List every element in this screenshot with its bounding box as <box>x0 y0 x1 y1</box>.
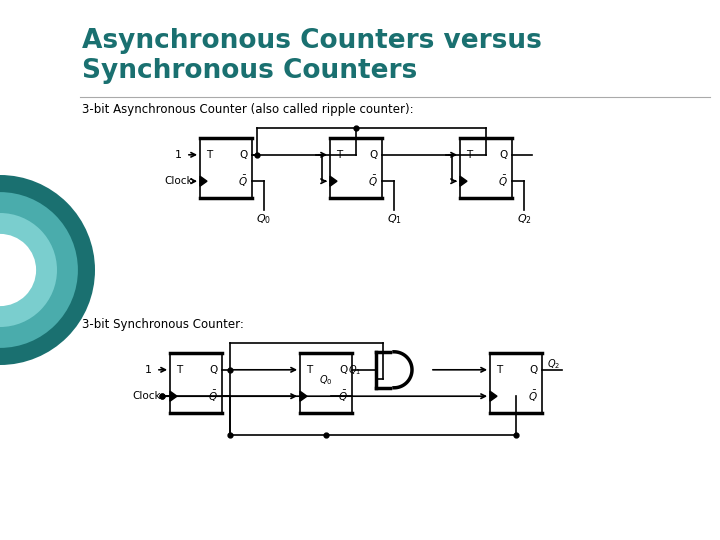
Polygon shape <box>460 176 467 186</box>
Text: $\bar{Q}$: $\bar{Q}$ <box>338 389 348 404</box>
Text: $Q_0$: $Q_0$ <box>319 373 333 387</box>
Text: Synchronous Counters: Synchronous Counters <box>82 58 418 84</box>
Text: T: T <box>496 365 502 375</box>
Text: $\bar{Q}$: $\bar{Q}$ <box>368 174 378 189</box>
Bar <box>200 138 252 198</box>
Text: $Q_0$: $Q_0$ <box>256 212 271 226</box>
Text: $\bar{Q}$: $\bar{Q}$ <box>208 389 218 404</box>
Text: T: T <box>176 365 182 375</box>
Text: T: T <box>466 150 472 160</box>
Text: Q: Q <box>369 150 377 160</box>
Bar <box>490 353 542 413</box>
Bar <box>170 353 222 413</box>
Polygon shape <box>300 391 307 401</box>
Text: Q: Q <box>239 150 247 160</box>
Text: Q: Q <box>499 150 507 160</box>
Bar <box>330 138 382 198</box>
Polygon shape <box>200 176 207 186</box>
Bar <box>300 353 352 413</box>
Text: $Q_2$: $Q_2$ <box>516 212 531 226</box>
Text: $Q_1$: $Q_1$ <box>348 363 361 377</box>
Text: Clock: Clock <box>164 176 193 186</box>
Text: 3-bit Asynchronous Counter (also called ripple counter):: 3-bit Asynchronous Counter (also called … <box>82 103 413 116</box>
Polygon shape <box>170 391 177 401</box>
Text: $Q_2$: $Q_2$ <box>547 357 560 370</box>
Text: Q: Q <box>339 365 347 375</box>
Wedge shape <box>0 234 36 306</box>
Text: $\bar{Q}$: $\bar{Q}$ <box>528 389 538 404</box>
Text: Asynchronous Counters versus: Asynchronous Counters versus <box>82 28 542 54</box>
Polygon shape <box>490 391 497 401</box>
Bar <box>460 138 512 198</box>
Wedge shape <box>0 192 78 348</box>
Text: $\bar{Q}$: $\bar{Q}$ <box>498 174 508 189</box>
Text: 1: 1 <box>174 150 181 160</box>
Wedge shape <box>0 213 57 327</box>
Text: Q: Q <box>209 365 217 375</box>
Text: Clock: Clock <box>132 391 161 401</box>
Polygon shape <box>330 176 337 186</box>
Text: T: T <box>336 150 342 160</box>
Text: $\bar{Q}$: $\bar{Q}$ <box>238 174 248 189</box>
Text: T: T <box>206 150 212 160</box>
Wedge shape <box>0 175 95 365</box>
Text: Q: Q <box>529 365 537 375</box>
Text: $Q_1$: $Q_1$ <box>387 212 402 226</box>
Text: 3-bit Synchronous Counter:: 3-bit Synchronous Counter: <box>82 318 244 331</box>
Text: 1: 1 <box>145 365 151 375</box>
Text: T: T <box>306 365 312 375</box>
